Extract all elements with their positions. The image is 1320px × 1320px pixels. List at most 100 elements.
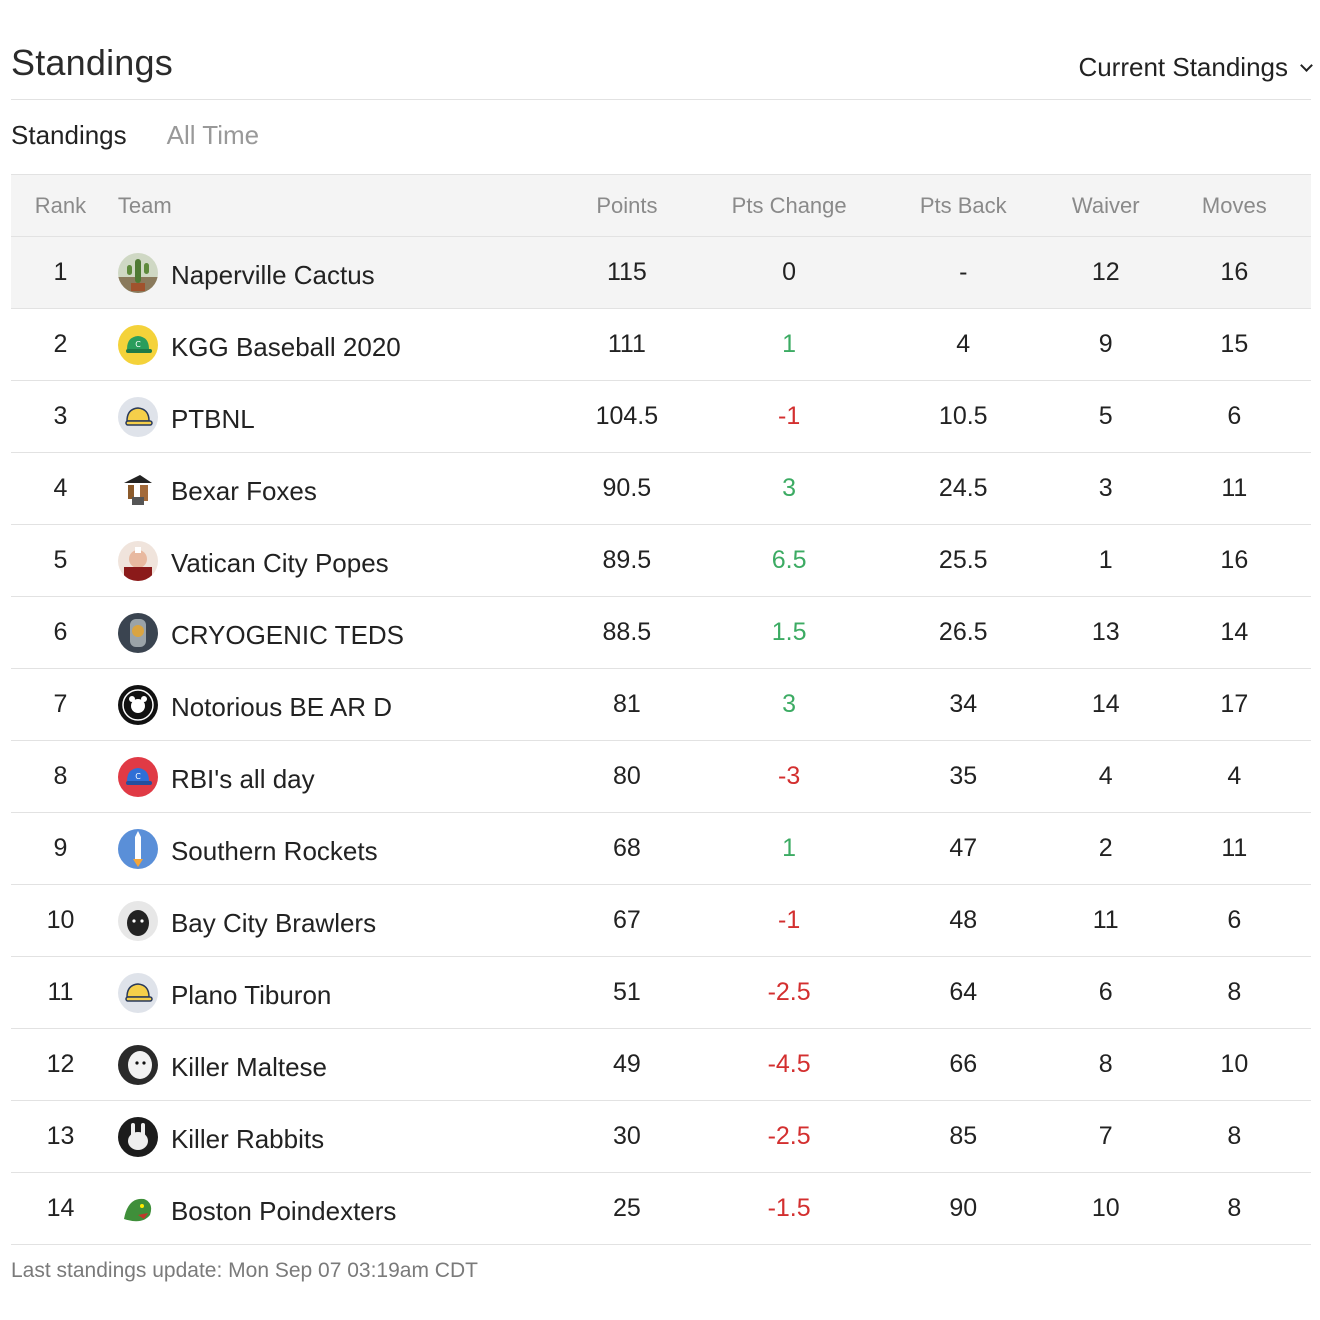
team-logo-icon[interactable] bbox=[117, 684, 158, 725]
team-cell: PTBNL bbox=[110, 396, 548, 437]
pts-change-cell: 1 bbox=[782, 834, 797, 862]
team-cell: Naperville Cactus bbox=[110, 252, 548, 293]
page-title: Standings bbox=[11, 42, 173, 83]
team-name-link[interactable]: Notorious BE AR D bbox=[170, 692, 393, 722]
tab-standings[interactable]: Standings bbox=[11, 120, 127, 150]
team-cell: CRYOGENIC TEDS bbox=[110, 612, 548, 653]
points-cell: 51 bbox=[612, 978, 641, 1006]
moves-cell: 16 bbox=[1220, 546, 1249, 574]
team-logo-icon[interactable] bbox=[117, 252, 158, 293]
rank-cell: 14 bbox=[46, 1194, 75, 1222]
tab-all-time[interactable]: All Time bbox=[166, 120, 260, 150]
column-header-moves[interactable]: Moves bbox=[1201, 192, 1267, 218]
moves-cell: 4 bbox=[1227, 762, 1242, 790]
team-name-link[interactable]: Killer Maltese bbox=[170, 1052, 327, 1082]
column-header-rank[interactable]: Rank bbox=[34, 192, 87, 218]
table-row[interactable]: 6 CRYOGENIC TEDS 88.5 1.5 26.5 13 14 bbox=[11, 597, 1311, 669]
pts-back-cell: 66 bbox=[949, 1050, 978, 1078]
pts-back-cell: 4 bbox=[956, 330, 971, 358]
team-cell: Notorious BE AR D bbox=[110, 684, 548, 725]
table-row[interactable]: 3 PTBNL 104.5 -1 10.5 5 6 bbox=[11, 381, 1311, 453]
team-logo-icon[interactable] bbox=[117, 468, 158, 509]
team-name-link[interactable]: Southern Rockets bbox=[170, 836, 378, 866]
column-header-waiver[interactable]: Waiver bbox=[1071, 192, 1140, 218]
standings-table: Rank Team Points Pts Change Pts Back Wai… bbox=[11, 174, 1311, 1245]
pts-change-cell: 6.5 bbox=[771, 546, 807, 574]
moves-cell: 17 bbox=[1220, 690, 1249, 718]
team-logo-icon[interactable] bbox=[117, 612, 158, 653]
team-cell: C RBI's all day bbox=[110, 756, 548, 797]
rank-cell: 11 bbox=[47, 978, 74, 1006]
table-row[interactable]: 13 Killer Rabbits 30 -2.5 85 7 8 bbox=[11, 1101, 1311, 1173]
column-header-points[interactable]: Points bbox=[596, 192, 658, 218]
moves-cell: 10 bbox=[1220, 1050, 1249, 1078]
rank-cell: 1 bbox=[53, 258, 68, 286]
rank-cell: 7 bbox=[53, 690, 68, 718]
team-name-link[interactable]: KGG Baseball 2020 bbox=[170, 332, 401, 362]
waiver-cell: 11 bbox=[1092, 906, 1119, 934]
team-name-link[interactable]: Killer Rabbits bbox=[170, 1124, 325, 1154]
table-row[interactable]: 9 Southern Rockets 68 1 47 2 11 bbox=[11, 813, 1311, 885]
table-header: Rank Team Points Pts Change Pts Back Wai… bbox=[11, 174, 1311, 237]
team-cell: Southern Rockets bbox=[110, 828, 548, 869]
column-header-pts-change[interactable]: Pts Change bbox=[731, 192, 847, 218]
pts-back-cell: 24.5 bbox=[938, 474, 988, 502]
points-cell: 89.5 bbox=[602, 546, 652, 574]
points-cell: 88.5 bbox=[602, 618, 652, 646]
table-row[interactable]: 2 C KGG Baseball 2020 111 1 4 9 15 bbox=[11, 309, 1311, 381]
column-header-pts-back[interactable]: Pts Back bbox=[919, 192, 1007, 218]
table-row[interactable]: 1 Naperville Cactus 115 0 - 12 16 bbox=[11, 237, 1311, 309]
standings-view-label: Current Standings bbox=[1078, 52, 1288, 82]
team-logo-icon[interactable] bbox=[117, 900, 158, 941]
team-cell: C KGG Baseball 2020 bbox=[110, 324, 548, 365]
moves-cell: 11 bbox=[1221, 474, 1248, 502]
points-cell: 104.5 bbox=[595, 402, 659, 430]
pts-back-cell: - bbox=[959, 258, 968, 286]
table-row[interactable]: 7 Notorious BE AR D 81 3 34 14 17 bbox=[11, 669, 1311, 741]
team-name-link[interactable]: Boston Poindexters bbox=[170, 1196, 397, 1226]
pts-change-cell: -4.5 bbox=[767, 1050, 811, 1078]
pts-back-cell: 34 bbox=[949, 690, 978, 718]
moves-cell: 15 bbox=[1220, 330, 1249, 358]
team-cell: Boston Poindexters bbox=[110, 1188, 548, 1229]
team-logo-icon[interactable]: C bbox=[117, 324, 158, 365]
team-cell: Plano Tiburon bbox=[110, 972, 548, 1013]
pts-back-cell: 64 bbox=[949, 978, 978, 1006]
points-cell: 80 bbox=[612, 762, 641, 790]
team-logo-icon[interactable] bbox=[117, 1188, 158, 1229]
table-row[interactable]: 12 Killer Maltese 49 -4.5 66 8 10 bbox=[11, 1029, 1311, 1101]
team-logo-icon[interactable] bbox=[117, 1116, 158, 1157]
team-logo-icon[interactable] bbox=[117, 396, 158, 437]
table-row[interactable]: 4 Bexar Foxes 90.5 3 24.5 3 11 bbox=[11, 453, 1311, 525]
waiver-cell: 13 bbox=[1091, 618, 1120, 646]
table-row[interactable]: 8 C RBI's all day 80 -3 35 4 4 bbox=[11, 741, 1311, 813]
team-name-link[interactable]: Bexar Foxes bbox=[170, 476, 317, 506]
pts-back-cell: 47 bbox=[949, 834, 978, 862]
pts-back-cell: 90 bbox=[949, 1194, 978, 1222]
pts-change-cell: 1.5 bbox=[771, 618, 807, 646]
team-logo-icon[interactable] bbox=[117, 1044, 158, 1085]
waiver-cell: 4 bbox=[1098, 762, 1113, 790]
table-row[interactable]: 10 Bay City Brawlers 67 -1 48 11 6 bbox=[11, 885, 1311, 957]
team-name-link[interactable]: PTBNL bbox=[170, 404, 255, 434]
team-name-link[interactable]: Bay City Brawlers bbox=[170, 908, 377, 938]
team-name-link[interactable]: Plano Tiburon bbox=[170, 980, 332, 1010]
team-logo-icon[interactable] bbox=[117, 540, 158, 581]
team-name-link[interactable]: Vatican City Popes bbox=[170, 548, 389, 578]
table-row[interactable]: 11 Plano Tiburon 51 -2.5 64 6 8 bbox=[11, 957, 1311, 1029]
team-name-link[interactable]: Naperville Cactus bbox=[170, 260, 375, 290]
pts-change-cell: -2.5 bbox=[767, 978, 811, 1006]
column-header-team[interactable]: Team bbox=[117, 192, 172, 218]
table-row[interactable]: 14 Boston Poindexters 25 -1.5 90 10 8 bbox=[11, 1173, 1311, 1245]
points-cell: 49 bbox=[612, 1050, 641, 1078]
team-logo-icon[interactable]: C bbox=[117, 756, 158, 797]
rank-cell: 3 bbox=[53, 402, 68, 430]
pts-change-cell: -1 bbox=[778, 402, 801, 430]
standings-view-dropdown[interactable]: Current Standings bbox=[1078, 52, 1313, 83]
pts-back-cell: 35 bbox=[949, 762, 978, 790]
team-logo-icon[interactable] bbox=[117, 828, 158, 869]
team-logo-icon[interactable] bbox=[117, 972, 158, 1013]
team-name-link[interactable]: CRYOGENIC TEDS bbox=[170, 620, 405, 650]
team-name-link[interactable]: RBI's all day bbox=[170, 764, 315, 794]
table-row[interactable]: 5 Vatican City Popes 89.5 6.5 25.5 1 16 bbox=[11, 525, 1311, 597]
